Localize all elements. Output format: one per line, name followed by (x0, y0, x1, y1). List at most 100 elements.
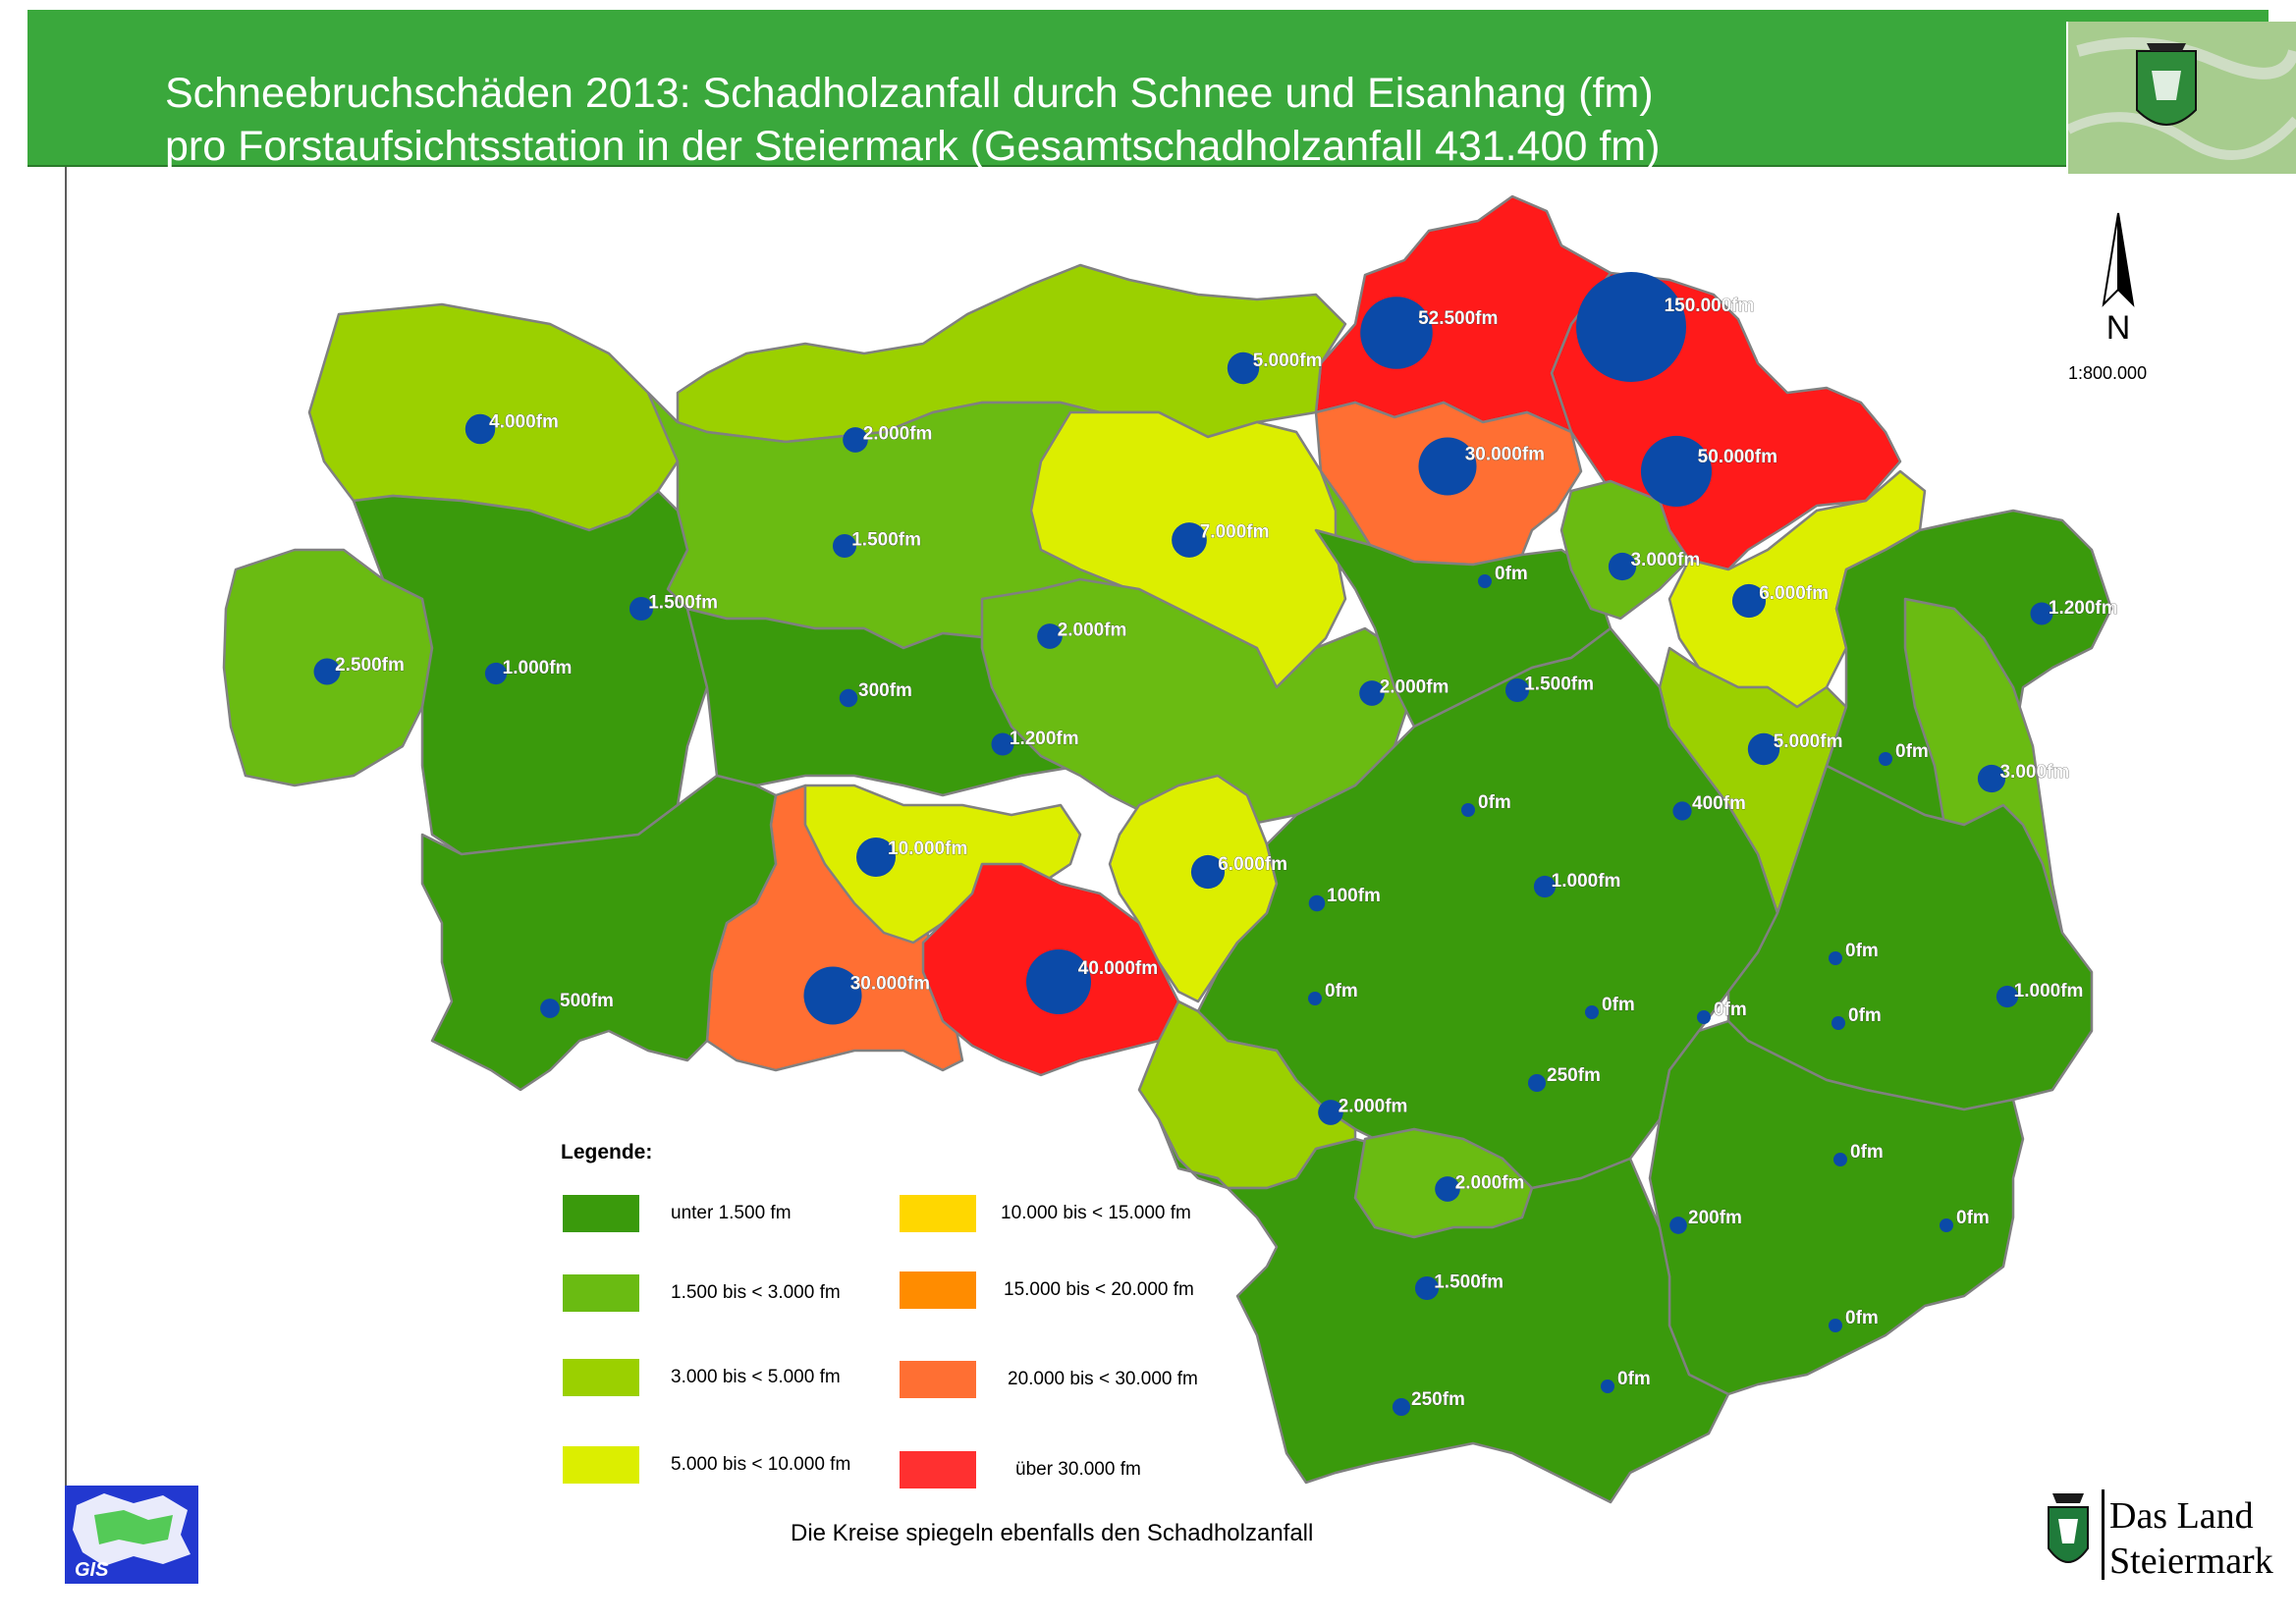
station-marker[interactable] (1418, 437, 1477, 496)
legend-label: über 30.000 fm (1015, 1459, 1141, 1480)
station-labels: 52.500fm 150.000fm 50.000fm 30.000fm 5.000fm… (335, 296, 2118, 1411)
station-marker[interactable] (1940, 1218, 1953, 1232)
region-southwest-dark[interactable] (420, 774, 778, 1092)
station-label: 0fm (1602, 995, 1635, 1015)
thumbnail-map-graphic (2068, 22, 2296, 174)
legend-swatch (563, 1195, 639, 1232)
legend-swatch (900, 1361, 976, 1398)
station-marker[interactable] (1831, 1016, 1845, 1030)
station-label: 3.000fm (1999, 762, 2069, 783)
station-marker[interactable] (1640, 435, 1713, 508)
station-label: 200fm (1688, 1208, 1742, 1228)
station-label: 3.000fm (1630, 550, 1700, 570)
station-label: 2.000fm (1380, 676, 1449, 697)
region-east-lightgreen[interactable] (1559, 479, 1691, 621)
station-marker[interactable] (1392, 1397, 1411, 1417)
station-label: 400fm (1692, 793, 1746, 814)
station-marker[interactable] (484, 662, 508, 685)
station-marker[interactable] (1504, 677, 1530, 703)
station-marker[interactable] (1995, 985, 2019, 1008)
station-marker[interactable] (839, 688, 858, 708)
station-marker[interactable] (1227, 352, 1260, 385)
title-line-2: pro Forstaufsichtsstation in der Steierm… (165, 123, 1661, 170)
station-marker[interactable] (465, 413, 496, 445)
station-marker[interactable] (843, 427, 868, 453)
station-label: 0fm (1956, 1208, 1990, 1228)
station-label: 150.000fm (1665, 296, 1755, 316)
legend-label: 5.000 bis < 10.000 fm (671, 1454, 851, 1475)
station-marker[interactable] (1608, 552, 1637, 581)
coat-of-arms-thumbnail (2066, 22, 2296, 174)
station-marker[interactable] (1190, 854, 1226, 890)
steiermark-crest-icon (2048, 1493, 2089, 1563)
legend-title: Legende: (561, 1141, 653, 1163)
station-label: 6.000fm (1218, 854, 1287, 875)
station-marker[interactable] (832, 533, 857, 559)
station-marker[interactable] (1527, 1073, 1547, 1093)
station-marker[interactable] (540, 999, 560, 1018)
station-label: 0fm (1895, 741, 1929, 762)
station-label: 0fm (1325, 981, 1358, 1001)
station-marker[interactable] (1731, 583, 1767, 619)
station-marker[interactable] (1669, 1217, 1687, 1234)
station-marker[interactable] (1414, 1275, 1440, 1301)
das-land-steiermark-logo: Das Land Steiermark (2041, 1489, 2276, 1588)
station-marker[interactable] (991, 732, 1014, 756)
station-label: 500fm (560, 991, 614, 1011)
station-label: 4.000fm (489, 412, 559, 433)
legend-swatch (563, 1274, 639, 1312)
station-marker[interactable] (1747, 732, 1780, 766)
station-label: 30.000fm (1465, 444, 1545, 464)
gis-logo-text: GIS (75, 1559, 109, 1581)
station-label: 1.500fm (1434, 1272, 1503, 1293)
region-south-dark[interactable] (1157, 1117, 1730, 1504)
station-marker[interactable] (2030, 602, 2053, 625)
brand-line-1: Das Land (2109, 1495, 2254, 1537)
station-label: 250fm (1547, 1065, 1601, 1086)
station-marker[interactable] (1172, 522, 1207, 558)
station-marker[interactable] (1478, 574, 1492, 588)
station-marker[interactable] (1461, 803, 1475, 817)
station-marker[interactable] (1533, 875, 1557, 898)
station-marker[interactable] (1308, 992, 1322, 1005)
station-label: 1.000fm (2014, 981, 2084, 1001)
station-marker[interactable] (803, 966, 862, 1025)
station-label: 0fm (1845, 941, 1879, 961)
legend-swatch (900, 1451, 976, 1488)
station-marker[interactable] (856, 838, 896, 877)
station-marker[interactable] (1318, 1100, 1343, 1125)
station-marker[interactable] (1601, 1380, 1614, 1393)
station-marker[interactable] (1037, 623, 1063, 649)
station-label: 0fm (1617, 1369, 1651, 1389)
station-label: 0fm (1850, 1142, 1884, 1163)
gis-logo: GIS (65, 1486, 198, 1584)
station-label: 1.000fm (1552, 871, 1621, 892)
station-marker[interactable] (1833, 1153, 1847, 1166)
station-marker[interactable] (629, 596, 654, 622)
station-marker[interactable] (1576, 272, 1686, 382)
station-label: 10.000fm (888, 839, 967, 859)
station-marker[interactable] (1879, 752, 1892, 766)
station-marker[interactable] (1359, 680, 1385, 706)
station-marker[interactable] (1308, 894, 1326, 912)
station-label: 52.500fm (1418, 308, 1498, 329)
region-west-dark[interactable] (352, 489, 709, 856)
station-marker[interactable] (1829, 951, 1842, 965)
station-marker[interactable] (1585, 1005, 1599, 1019)
station-label: 0fm (1848, 1005, 1882, 1026)
station-label: 2.000fm (1058, 620, 1127, 640)
station-marker[interactable] (313, 658, 341, 685)
station-marker[interactable] (1360, 297, 1433, 369)
map-frame-left (65, 44, 67, 1561)
station-marker[interactable] (1697, 1010, 1711, 1024)
station-marker[interactable] (1435, 1176, 1460, 1202)
legend-label: 20.000 bis < 30.000 fm (1008, 1369, 1198, 1389)
station-marker[interactable] (1672, 801, 1692, 821)
station-marker[interactable] (1829, 1319, 1842, 1332)
station-marker[interactable] (1026, 949, 1091, 1014)
station-marker[interactable] (1977, 764, 2006, 793)
station-label: 1.200fm (2049, 598, 2118, 619)
station-label: 40.000fm (1078, 958, 1158, 979)
station-label: 1.500fm (648, 593, 718, 614)
